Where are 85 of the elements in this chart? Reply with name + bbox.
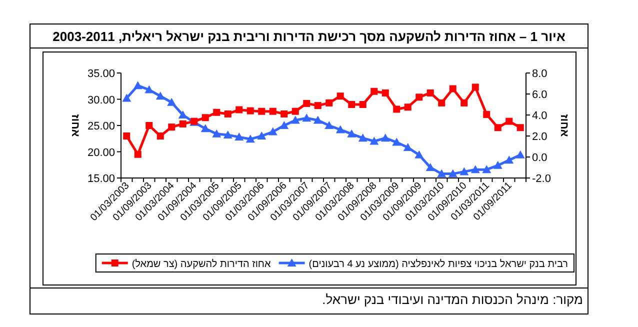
point [146,122,153,129]
point [290,116,300,124]
point [213,108,220,116]
point [470,165,480,174]
point [134,150,142,158]
y-tick-label: 20.00 [87,146,115,159]
point [472,84,479,91]
point [326,99,333,106]
y2-tick-label: 6.0 [532,89,548,101]
y2-tick-label: 0.0 [532,152,548,164]
point [370,88,378,95]
point [258,108,266,115]
point [482,165,492,174]
y2-tick-label: 2.0 [532,131,548,143]
point [449,85,456,92]
point [336,92,344,100]
point [223,130,232,138]
title: איור 1 – אחוז הדירות להשקעה מסך רכישת הדירות וריבית בנק ישראל ריאלית, 2003-2011 [52,29,566,44]
point [122,94,132,102]
y-tick-label: 15.00 [87,173,115,185]
point [302,114,312,122]
point [123,132,130,140]
point [236,106,243,114]
legend-label: אחוז הדירות להשקעה (צר שמאל) [132,258,272,270]
point [358,134,368,142]
point [336,125,345,134]
annotation: מקור: מינהל הכנסות המדינה ועיבודי בנק ישראל. [322,292,583,307]
y2-tick-label: 4.0 [532,110,548,122]
point [460,99,468,106]
point [144,85,154,94]
point [156,132,164,140]
y2-tick-label: -2.0 [532,173,551,185]
y2-tick-label: 8.0 [532,68,548,80]
point [506,118,513,125]
point [392,138,402,146]
point [246,107,254,114]
point [404,104,412,111]
point [224,110,232,118]
point [202,114,209,122]
point [393,106,400,113]
y-axis-title: אחוז [69,114,81,138]
point [438,99,446,106]
point [448,169,458,178]
point [257,132,266,140]
point [437,169,446,178]
point [516,150,525,158]
point [382,89,389,96]
point [280,121,289,129]
y-tick-label: 30.00 [87,94,115,106]
point [494,124,502,132]
point [516,124,524,132]
legend-label: רבית בנק ישראל בניכוי צפיות לאינפלציה (ממוצע נע 4 רבעונים) [308,258,568,270]
y-tick-label: 25.00 [87,120,115,132]
point [460,167,469,176]
point [234,132,244,141]
point [426,89,434,96]
point [280,110,288,118]
point [348,101,356,108]
point [167,98,176,106]
point [268,127,278,136]
point [269,108,276,115]
point [200,124,210,132]
point [212,129,222,138]
point [504,156,514,164]
point [347,129,356,138]
point [133,81,142,90]
point [493,160,502,169]
point [416,94,423,101]
y-tick-label: 35.00 [87,68,115,80]
point [303,100,310,107]
y2-axis-title: אחוז [558,114,570,138]
point [414,150,424,158]
point [179,120,186,128]
point [483,110,490,118]
point [314,102,322,110]
point [313,116,322,124]
point [380,134,390,142]
point [370,136,379,145]
point [359,101,366,108]
point [426,163,435,171]
point [156,92,165,100]
point [246,134,255,143]
point [292,108,299,115]
point [168,124,176,131]
point [324,121,334,129]
